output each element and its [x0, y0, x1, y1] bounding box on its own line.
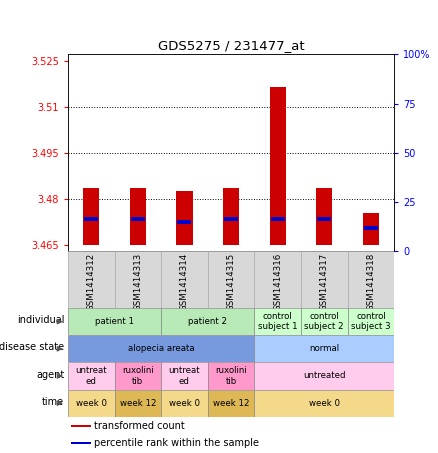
- Text: GSM1414315: GSM1414315: [226, 253, 236, 311]
- Bar: [68, 308, 161, 335]
- Bar: [131, 217, 145, 221]
- Text: week 0: week 0: [169, 399, 200, 408]
- Text: agent: agent: [36, 370, 64, 380]
- Bar: [318, 217, 331, 221]
- Bar: [271, 217, 285, 221]
- Bar: [68, 390, 114, 417]
- Text: control
subject 2: control subject 2: [304, 312, 344, 331]
- Bar: [83, 188, 99, 245]
- Bar: [269, 87, 286, 245]
- Bar: [114, 362, 161, 390]
- Bar: [114, 390, 161, 417]
- Text: GSM1414313: GSM1414313: [133, 253, 142, 311]
- Text: week 12: week 12: [120, 399, 156, 408]
- Text: patient 2: patient 2: [188, 317, 227, 326]
- Text: GSM1414318: GSM1414318: [367, 253, 375, 311]
- Bar: [254, 362, 394, 390]
- Text: percentile rank within the sample: percentile rank within the sample: [94, 438, 259, 448]
- Bar: [301, 251, 348, 308]
- Text: untreated: untreated: [303, 371, 346, 381]
- Bar: [348, 308, 394, 335]
- Bar: [161, 390, 208, 417]
- Text: GSM1414317: GSM1414317: [320, 253, 329, 311]
- Bar: [161, 251, 208, 308]
- Text: GSM1414314: GSM1414314: [180, 253, 189, 311]
- Text: week 0: week 0: [309, 399, 340, 408]
- Bar: [68, 335, 254, 362]
- Bar: [224, 217, 238, 221]
- Bar: [161, 362, 208, 390]
- Bar: [114, 251, 161, 308]
- Text: control
subject 3: control subject 3: [351, 312, 391, 331]
- Bar: [208, 251, 254, 308]
- Text: patient 1: patient 1: [95, 317, 134, 326]
- Bar: [254, 335, 394, 362]
- Bar: [176, 191, 193, 245]
- Bar: [68, 362, 114, 390]
- Text: individual: individual: [17, 315, 64, 325]
- Bar: [71, 425, 91, 427]
- Text: transformed count: transformed count: [94, 421, 185, 431]
- Bar: [348, 251, 394, 308]
- Text: week 0: week 0: [76, 399, 107, 408]
- Title: GDS5275 / 231477_at: GDS5275 / 231477_at: [158, 39, 304, 52]
- Bar: [364, 226, 378, 230]
- Text: alopecia areata: alopecia areata: [128, 344, 194, 353]
- Bar: [208, 390, 254, 417]
- Text: ruxolini
tib: ruxolini tib: [122, 366, 154, 386]
- Text: week 12: week 12: [213, 399, 249, 408]
- Text: control
subject 1: control subject 1: [258, 312, 297, 331]
- Bar: [363, 213, 379, 245]
- Bar: [316, 188, 332, 245]
- Text: untreat
ed: untreat ed: [75, 366, 107, 386]
- Text: time: time: [42, 397, 64, 407]
- Bar: [130, 188, 146, 245]
- Bar: [223, 188, 239, 245]
- Bar: [71, 442, 91, 444]
- Bar: [161, 308, 254, 335]
- Text: GSM1414316: GSM1414316: [273, 253, 282, 311]
- Bar: [301, 308, 348, 335]
- Bar: [254, 251, 301, 308]
- Text: GSM1414312: GSM1414312: [87, 253, 95, 311]
- Text: untreat
ed: untreat ed: [169, 366, 200, 386]
- Bar: [208, 362, 254, 390]
- Text: ruxolini
tib: ruxolini tib: [215, 366, 247, 386]
- Bar: [84, 217, 98, 221]
- Bar: [68, 251, 114, 308]
- Text: normal: normal: [309, 344, 339, 353]
- Bar: [177, 220, 191, 224]
- Bar: [254, 390, 394, 417]
- Bar: [254, 308, 301, 335]
- Text: disease state: disease state: [0, 342, 64, 352]
